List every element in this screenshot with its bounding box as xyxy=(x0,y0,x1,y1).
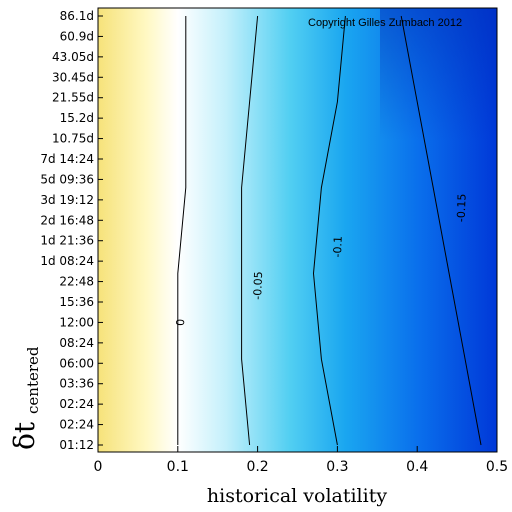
contour-label: -0.15 xyxy=(455,193,469,222)
x-axis-label: historical volatility xyxy=(207,485,387,507)
y-tick-label: 5d 09:36 xyxy=(40,172,94,186)
y-tick-label: 15:36 xyxy=(59,295,94,309)
x-ticks: 0 0.1 0.2 0.3 0.4 0.5 xyxy=(94,446,508,475)
y-tick-label: 60.9d xyxy=(60,29,94,43)
contour-line xyxy=(312,15,346,446)
y-tick-label: 12:00 xyxy=(59,315,94,329)
y-tick-label: 06:00 xyxy=(59,356,94,370)
y-ticks: 01:12 02:24 02:24 03:36 06:00 08:24 12:00 15:36… xyxy=(40,9,103,452)
y-tick-label: 02:24 xyxy=(59,418,94,432)
y-tick-label: 43.05d xyxy=(52,50,94,64)
contour-label: -0.1 xyxy=(331,236,345,258)
y-tick-label: 08:24 xyxy=(59,336,94,350)
y-axis-label-sub: centered xyxy=(24,346,42,414)
contour-line xyxy=(241,15,259,446)
x-tick-label: 0.2 xyxy=(246,459,268,475)
x-tick-label: 0.1 xyxy=(167,459,189,475)
y-tick-label: 86.1d xyxy=(60,9,94,23)
y-tick-label: 15.2d xyxy=(60,111,94,125)
x-tick-label: 0.5 xyxy=(486,459,508,475)
y-tick-label: 3d 19:12 xyxy=(40,193,94,207)
y-tick-label: 7d 14:24 xyxy=(40,152,94,166)
plot-frame xyxy=(97,7,498,453)
y-tick-label: 22:48 xyxy=(59,275,94,289)
y-tick-label: 01:12 xyxy=(59,438,94,452)
y-tick-label: 02:24 xyxy=(59,397,94,411)
x-tick-label: 0.3 xyxy=(326,459,348,475)
x-tick-label: 0.4 xyxy=(406,459,428,475)
y-tick-label: 03:36 xyxy=(59,377,94,391)
contour-lines xyxy=(177,15,482,446)
y-tick-label: 10.75d xyxy=(52,132,94,146)
contour-line xyxy=(177,16,187,445)
y-tick-label: 21.55d xyxy=(52,91,94,105)
copyright-text: Copyright Gilles Zumbach 2012 xyxy=(308,17,462,29)
y-tick-label: 30.45d xyxy=(52,70,94,84)
y-tick-label: 1d 08:24 xyxy=(40,254,94,268)
y-tick-label: 1d 21:36 xyxy=(40,234,94,248)
x-tick-label: 0 xyxy=(94,459,103,475)
contour-labels: 0 -0.05 -0.1 -0.15 xyxy=(174,193,469,326)
contour-line xyxy=(400,15,482,446)
contour-label: -0.05 xyxy=(251,271,265,300)
y-axis-label-main: δt xyxy=(8,421,41,450)
y-axis-label: δt centered xyxy=(8,346,42,450)
contour-label: 0 xyxy=(174,319,187,326)
heatmap-shade xyxy=(380,8,497,452)
y-tick-label: 2d 16:48 xyxy=(40,213,94,227)
